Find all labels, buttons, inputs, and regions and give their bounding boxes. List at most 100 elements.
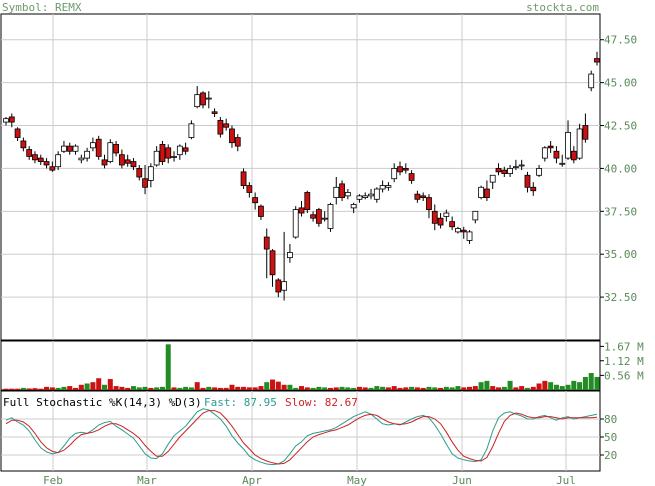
volume-bar [339, 386, 345, 390]
volume-bar [559, 386, 565, 390]
candle-body [414, 193, 421, 200]
candle-body [350, 204, 357, 209]
candle-body [570, 150, 577, 161]
candle-body [298, 207, 305, 214]
volume-bar [154, 387, 160, 390]
y-tick-label: 45.00 [604, 77, 637, 90]
candle [107, 139, 114, 164]
candle-body [518, 164, 525, 167]
volume-bar [293, 387, 299, 390]
candle [437, 213, 444, 229]
candle [159, 140, 166, 165]
volume-bar [490, 386, 496, 390]
candle-body [66, 145, 73, 152]
slow-value-label: Slow: 82.67 [285, 396, 358, 409]
volume-bar [484, 380, 490, 390]
y-tick-label: 47.50 [604, 34, 637, 47]
volume-bar [217, 387, 223, 390]
volume-bar [327, 387, 333, 390]
volume-bar [519, 386, 525, 390]
candle-body [512, 166, 519, 169]
candle [310, 211, 316, 222]
volume-bar [26, 388, 32, 390]
volume-bar [136, 387, 142, 390]
candle [72, 144, 79, 155]
candle [327, 202, 334, 232]
x-tick-label: Apr [242, 474, 262, 486]
candle-body [553, 150, 560, 159]
volume-bar [130, 386, 136, 390]
volume-bar [275, 381, 281, 390]
candle-body [200, 92, 206, 106]
candle [14, 127, 21, 141]
candle [344, 189, 351, 200]
candle [431, 204, 438, 231]
candle [101, 154, 108, 169]
candle [397, 161, 403, 176]
volume-bar [9, 388, 15, 390]
candle-body [501, 169, 508, 174]
candle-body [142, 178, 148, 188]
candle-body [165, 147, 172, 159]
volume-bar [362, 387, 368, 390]
volume-y-tick-label: 1.12 M [604, 355, 644, 368]
volume-bar [188, 387, 194, 390]
volume-bar [206, 386, 212, 390]
candle-body [3, 118, 9, 123]
volume-bar [3, 388, 9, 390]
volume-bar [15, 388, 21, 390]
fast-line [5, 408, 598, 466]
candle-body [217, 119, 224, 135]
volume-bar [438, 387, 444, 390]
stochastic-lines [5, 408, 598, 466]
candle-body [460, 229, 467, 233]
volume-bar [96, 378, 102, 390]
candle [188, 120, 195, 140]
volume-bar [183, 386, 189, 390]
volume-bar [287, 384, 293, 390]
candle-body [113, 143, 119, 154]
candle [78, 154, 85, 164]
candle [37, 154, 44, 165]
candle-body [385, 185, 392, 188]
candle-body [147, 166, 154, 181]
candle [217, 116, 224, 138]
y-axis-labels: 47.50 45.00 42.50 40.00 37.50 35.00 32.50 1.67 … [604, 34, 644, 462]
candle-body [281, 281, 288, 291]
candle-body [61, 145, 67, 152]
candle-body [287, 252, 293, 259]
candle [229, 125, 235, 148]
candle [565, 120, 571, 160]
candle [298, 201, 305, 217]
volume-bar [84, 383, 90, 390]
chart-gridlines [1, 14, 604, 471]
candle [541, 146, 548, 162]
site-label: stockta.com [526, 1, 599, 14]
volume-bar [78, 384, 84, 390]
stochastic-y-tick-label: 50 [604, 431, 617, 444]
candle-body [263, 236, 270, 250]
candle-body [292, 209, 299, 238]
x-axis-labels: Feb Mar Apr May Jun Jul [43, 474, 576, 486]
stochastic-y-tick-label: 80 [604, 413, 617, 426]
candle-body [420, 195, 427, 198]
candle [176, 144, 183, 160]
candle-body [90, 142, 96, 149]
price-candles [3, 51, 600, 301]
candle [373, 187, 380, 203]
volume-bar [409, 386, 415, 390]
candle-body [37, 157, 44, 162]
volume-bar [90, 382, 96, 390]
candle [234, 134, 241, 152]
candle [304, 190, 311, 214]
volume-bar [472, 386, 478, 390]
candle [287, 243, 293, 263]
candle-body [252, 197, 259, 204]
volume-bar [594, 376, 600, 390]
candle [182, 142, 189, 155]
volume-bar [571, 380, 577, 390]
candle-body [182, 147, 189, 152]
volume-bar [322, 387, 328, 390]
candle [536, 164, 542, 177]
volume-bar [235, 386, 241, 390]
